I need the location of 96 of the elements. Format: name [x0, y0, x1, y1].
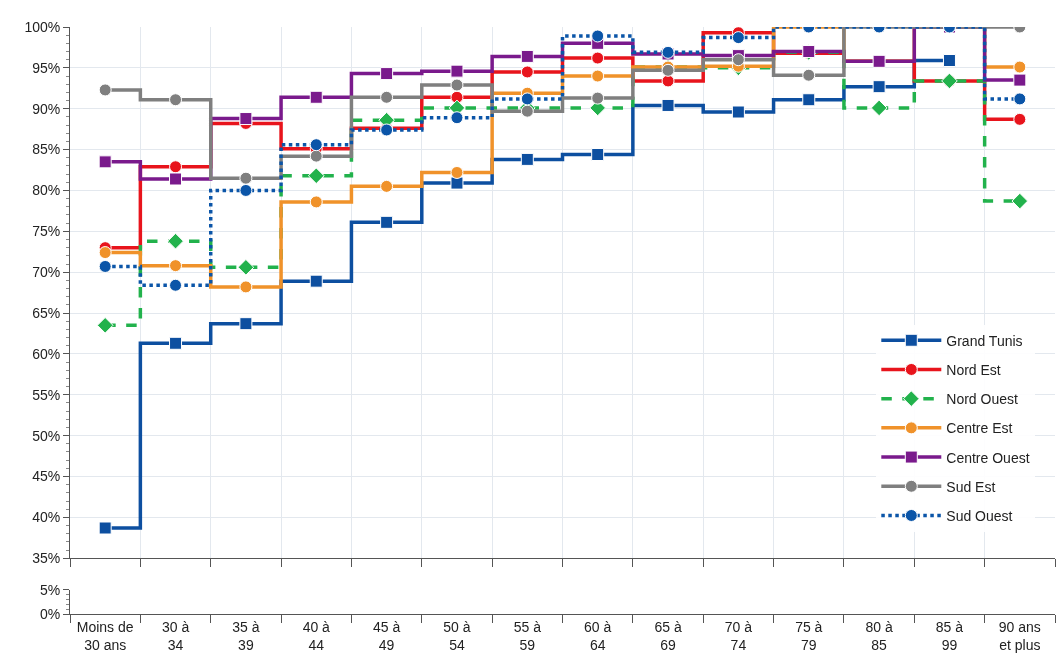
point — [307, 167, 325, 185]
point — [309, 274, 323, 288]
x-tick-label: 85 à 99 — [935, 618, 964, 653]
legend-label: Grand Tunis — [946, 332, 1023, 349]
point — [591, 148, 605, 161]
x-tick-label: 75 à 79 — [795, 618, 823, 653]
point — [380, 215, 394, 229]
x-tick-label: 40 à 44 — [302, 618, 331, 653]
point — [1013, 73, 1027, 87]
point — [98, 155, 112, 169]
legend-label: Sud Est — [946, 478, 996, 495]
point — [380, 90, 394, 104]
point — [942, 54, 956, 68]
point — [661, 98, 675, 112]
point — [731, 105, 745, 119]
point — [169, 172, 183, 186]
point — [239, 317, 253, 331]
point — [309, 149, 323, 163]
point — [98, 259, 112, 273]
point — [661, 74, 675, 88]
point — [98, 83, 112, 97]
point — [239, 112, 253, 126]
y-tick-label: 70% — [32, 264, 61, 281]
point — [380, 67, 394, 81]
point — [1011, 192, 1029, 210]
y-tick-label: 85% — [32, 141, 61, 158]
y-tick-label: 100% — [24, 18, 61, 35]
x-tick-label: 60 à 64 — [584, 618, 612, 653]
point — [96, 317, 114, 334]
point — [520, 104, 534, 118]
point — [98, 246, 112, 260]
point — [309, 195, 323, 209]
point — [520, 65, 534, 79]
y-tick-label: 40% — [32, 509, 61, 526]
x-tick-label: 50 à 54 — [443, 618, 471, 653]
point — [169, 93, 183, 107]
x-tick-label: 45 à 49 — [372, 618, 401, 653]
x-tick-label: 30 à 34 — [161, 618, 190, 653]
point — [167, 232, 184, 250]
y-tick-label: 55% — [32, 386, 61, 403]
point — [239, 183, 253, 197]
point — [520, 49, 534, 63]
x-tick-label: 35 à 39 — [232, 618, 260, 653]
text: 5% — [39, 581, 61, 598]
legend-label: Centre Ouest — [946, 449, 1030, 466]
point — [169, 278, 183, 292]
point — [450, 165, 464, 179]
legend-label: Centre Est — [946, 420, 1013, 437]
y-tick-label: 90% — [32, 100, 61, 117]
legend-label: Sud Ouest — [946, 507, 1013, 524]
point — [731, 53, 745, 67]
text: 0% — [39, 605, 61, 622]
point — [450, 78, 464, 92]
point — [169, 336, 183, 350]
point — [591, 91, 605, 105]
y-tick-label: 65% — [32, 304, 61, 321]
legend-label: Nord Ouest — [946, 391, 1018, 408]
point — [520, 152, 534, 166]
point — [309, 138, 323, 152]
point — [239, 280, 253, 294]
point — [450, 176, 464, 190]
point — [591, 29, 605, 43]
point — [520, 92, 534, 106]
y-tick-label: 45% — [32, 468, 61, 485]
point — [591, 51, 605, 65]
point — [450, 64, 464, 78]
legend-label: Nord Est — [946, 361, 1001, 378]
x-tick-label: 70 à 74 — [724, 618, 753, 653]
y-tick-label: 50% — [32, 427, 61, 444]
point — [450, 111, 464, 125]
point — [1013, 112, 1027, 126]
point — [591, 69, 605, 83]
y-tick-label: 35% — [32, 550, 61, 567]
x-tick-label: Moins de 30 ans — [76, 618, 134, 653]
point — [802, 93, 816, 107]
point — [169, 259, 183, 273]
point — [1013, 92, 1027, 106]
point — [239, 171, 253, 185]
x-tick-label: 65 à 69 — [654, 618, 682, 653]
y-tick-label: 75% — [32, 223, 61, 240]
point — [380, 179, 394, 193]
y-tick-label: 60% — [32, 345, 61, 362]
point — [309, 90, 323, 104]
y-tick-label: 95% — [32, 59, 61, 76]
point — [1013, 60, 1027, 74]
point — [237, 258, 255, 276]
y-tick-label: 80% — [32, 182, 61, 199]
point — [872, 80, 886, 94]
point — [802, 68, 816, 82]
x-tick-label: 90 ans et plus — [998, 618, 1041, 653]
point — [731, 31, 745, 45]
point — [870, 99, 888, 117]
x-tick-label: 80 à 85 — [865, 618, 893, 653]
x-tick-label: 55 à 59 — [513, 618, 542, 653]
point — [98, 521, 112, 535]
point — [169, 160, 183, 174]
